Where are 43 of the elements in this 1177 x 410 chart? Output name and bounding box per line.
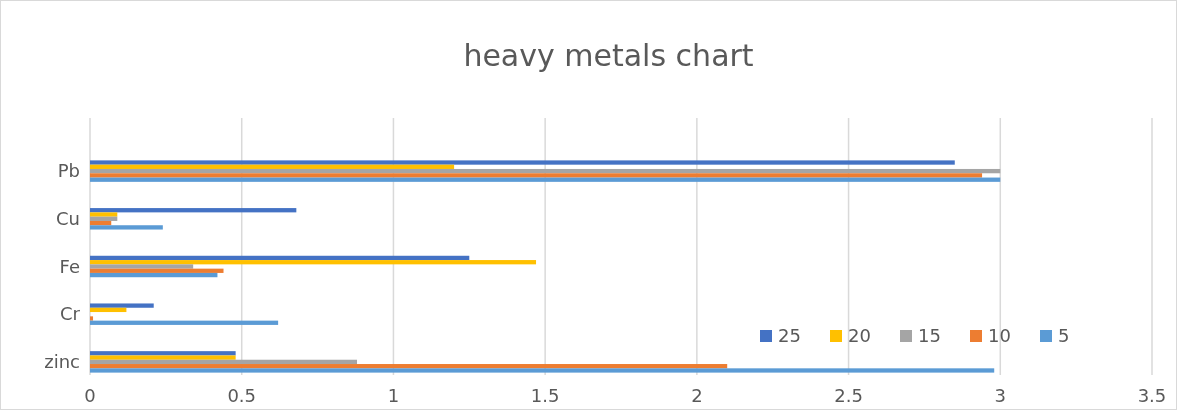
bar xyxy=(90,351,236,356)
bar xyxy=(90,355,236,360)
x-tick-label: 3.5 xyxy=(1137,385,1167,406)
bar xyxy=(90,368,995,373)
bar xyxy=(90,307,127,313)
bar xyxy=(90,320,279,325)
bar xyxy=(90,255,470,261)
x-tick-label: 1 xyxy=(387,385,400,406)
x-tick-label: 2.5 xyxy=(834,385,863,406)
bar xyxy=(90,177,1001,182)
bar xyxy=(90,264,194,269)
chart-title: heavy metals chart xyxy=(463,38,754,73)
bar xyxy=(90,160,955,165)
legend-label: 10 xyxy=(988,325,1011,347)
x-tick-label: 0 xyxy=(84,385,96,406)
bar xyxy=(90,272,218,278)
legend-label: 25 xyxy=(778,325,801,347)
bar xyxy=(90,225,163,230)
bar xyxy=(90,173,983,178)
y-tick-label: zinc xyxy=(44,351,80,373)
bar xyxy=(90,260,537,265)
bar xyxy=(90,316,94,321)
x-tick-label: 0.5 xyxy=(227,385,257,406)
legend-label: 5 xyxy=(1058,325,1070,347)
y-tick-label: Cu xyxy=(56,208,80,230)
y-tick-label: Pb xyxy=(57,160,80,182)
bar xyxy=(90,268,224,273)
x-tick-label: 1.5 xyxy=(530,385,560,406)
bar xyxy=(90,164,455,169)
y-tick-label: Cr xyxy=(60,303,81,325)
bar xyxy=(90,359,358,365)
y-tick-label: Fe xyxy=(59,255,80,277)
bar xyxy=(90,303,154,308)
bar xyxy=(90,220,112,226)
bar xyxy=(90,208,297,213)
bar xyxy=(90,216,118,221)
legend-label: 20 xyxy=(848,325,871,347)
x-tick-label: 3 xyxy=(994,385,1007,406)
x-tick-label: 2 xyxy=(691,385,703,406)
bar xyxy=(90,364,728,369)
legend-label: 15 xyxy=(918,325,941,347)
bar xyxy=(90,168,1001,174)
bar xyxy=(90,212,118,217)
